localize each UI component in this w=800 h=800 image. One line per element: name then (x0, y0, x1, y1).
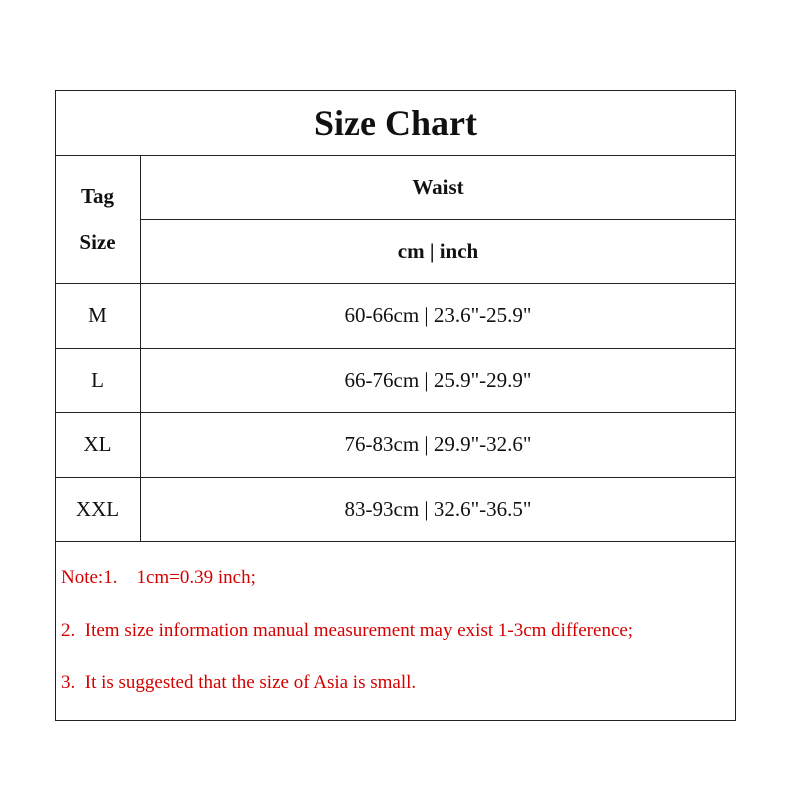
divider (55, 412, 736, 413)
size-cell: XL (83, 432, 112, 456)
divider (55, 541, 736, 542)
waist-header: Waist (412, 174, 464, 199)
size-cell: XXL (75, 496, 120, 521)
divider (55, 155, 736, 156)
waist-cell: 76-83cm | 29.9"-32.6" (344, 432, 532, 456)
waist-cell: 83-93cm | 32.6"-36.5" (344, 496, 532, 521)
size-cell: M (88, 303, 107, 327)
divider (140, 219, 736, 220)
units-header: cm | inch (397, 238, 479, 263)
note-3: 3. It is suggested that the size of Asia… (61, 672, 417, 693)
tag-label: Tag (80, 184, 115, 208)
waist-cell: 60-66cm | 23.6"-25.9" (344, 303, 532, 327)
size-label: Size (79, 230, 116, 254)
waist-cell: 66-76cm | 25.9"-29.9" (344, 367, 532, 392)
tag-size-header: Tag Size (55, 155, 140, 283)
divider (55, 283, 736, 284)
page-title: Size Chart (314, 102, 477, 143)
size-chart-table (55, 90, 736, 721)
divider (140, 155, 141, 541)
note-1: Note:1. 1cm=0.39 inch; (61, 567, 256, 588)
divider (55, 348, 736, 349)
size-cell: L (91, 367, 104, 392)
note-2: 2. Item size information manual measurem… (61, 620, 634, 641)
divider (55, 477, 736, 478)
